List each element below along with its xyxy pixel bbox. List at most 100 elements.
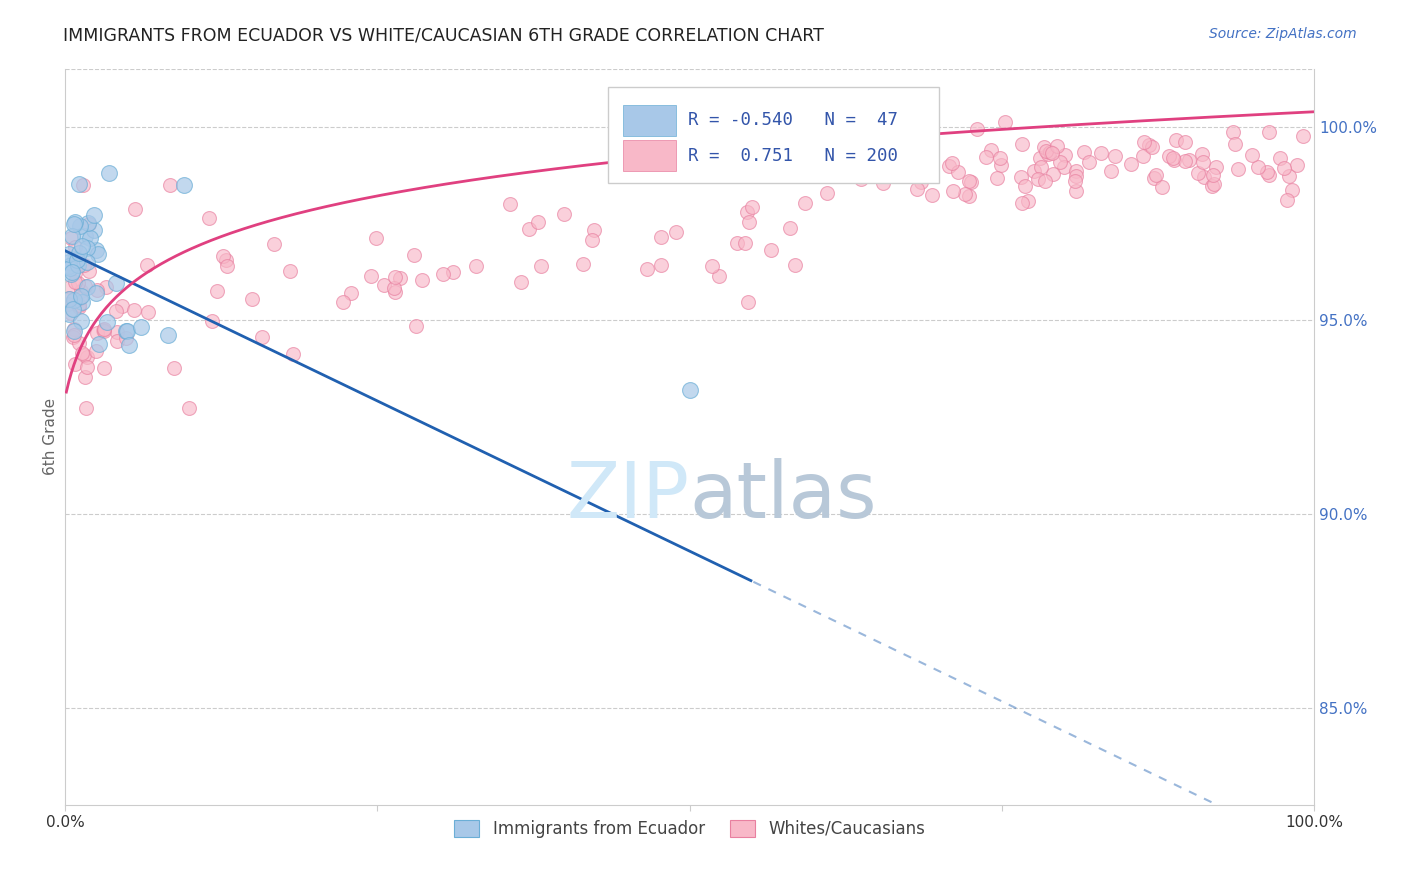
Point — [201, 313, 224, 327]
Point — [93, 321, 115, 335]
Point — [678, 383, 700, 397]
Point — [67, 245, 90, 260]
Point — [1039, 145, 1062, 159]
Point — [553, 207, 575, 221]
Point — [340, 285, 363, 300]
Point — [510, 275, 533, 289]
Point — [332, 295, 354, 310]
Point — [1046, 139, 1069, 153]
Point — [382, 280, 405, 294]
Point — [63, 275, 86, 289]
Point — [84, 244, 107, 258]
Point — [67, 298, 90, 312]
Point — [464, 259, 486, 273]
Point — [650, 258, 672, 272]
Point — [62, 328, 84, 343]
Point — [815, 186, 838, 201]
Point — [1278, 169, 1301, 184]
Point — [1292, 128, 1315, 143]
Point — [281, 347, 304, 361]
Point — [877, 153, 900, 167]
Point — [76, 350, 98, 364]
Point — [96, 315, 118, 329]
Point — [62, 217, 84, 231]
Point — [988, 152, 1011, 166]
Point — [499, 197, 522, 211]
Point — [1022, 164, 1045, 178]
Point — [73, 348, 96, 362]
Point — [72, 178, 94, 192]
Point — [73, 229, 96, 244]
Point — [1036, 147, 1059, 161]
Point — [73, 370, 96, 384]
Point — [129, 319, 152, 334]
Point — [67, 336, 90, 351]
Point — [869, 125, 891, 139]
Point — [1064, 174, 1087, 188]
Point — [804, 151, 827, 165]
Point — [1053, 160, 1076, 174]
Point — [67, 276, 90, 290]
Point — [205, 284, 228, 298]
Point — [79, 231, 101, 245]
Point — [86, 283, 108, 297]
Point — [966, 122, 988, 136]
Point — [921, 188, 943, 202]
Point — [530, 259, 553, 273]
Point — [1201, 179, 1223, 194]
Point — [700, 259, 723, 273]
Point — [918, 130, 941, 145]
Point — [942, 184, 965, 198]
Point — [278, 263, 301, 277]
Point — [707, 268, 730, 283]
Point — [96, 279, 118, 293]
Point — [115, 331, 138, 345]
Point — [159, 178, 181, 192]
Point — [1268, 151, 1291, 165]
Point — [97, 166, 120, 180]
Point — [1099, 164, 1122, 178]
Point — [115, 324, 138, 338]
Point — [63, 266, 86, 280]
Point — [824, 140, 846, 154]
Point — [1281, 182, 1303, 196]
Point — [70, 314, 93, 328]
Point — [179, 401, 201, 415]
Point — [72, 239, 94, 253]
Point — [738, 215, 761, 229]
Point — [105, 276, 128, 290]
Point — [1090, 146, 1112, 161]
Text: atlas: atlas — [689, 458, 877, 533]
Point — [1011, 136, 1033, 151]
Point — [1204, 177, 1226, 191]
Point — [1040, 145, 1063, 160]
Point — [91, 323, 114, 337]
Point — [1132, 149, 1154, 163]
Point — [70, 295, 93, 310]
Point — [432, 267, 454, 281]
Point — [957, 174, 980, 188]
Point — [59, 280, 82, 294]
Point — [105, 325, 128, 339]
Point — [1137, 138, 1160, 153]
Point — [1033, 174, 1056, 188]
Point — [1066, 169, 1088, 183]
Point — [122, 303, 145, 318]
Point — [960, 175, 983, 189]
Point — [402, 248, 425, 262]
Point — [58, 291, 80, 305]
Point — [527, 215, 550, 229]
Point — [173, 178, 195, 192]
Point — [60, 228, 83, 243]
Point — [1174, 135, 1197, 149]
Point — [761, 244, 783, 258]
Point — [1029, 160, 1052, 174]
Point — [75, 401, 97, 415]
Point — [86, 247, 108, 261]
Point — [948, 165, 970, 179]
Point — [1143, 171, 1166, 186]
Point — [839, 145, 862, 160]
Point — [872, 177, 894, 191]
Point — [571, 257, 593, 271]
Point — [941, 156, 963, 170]
